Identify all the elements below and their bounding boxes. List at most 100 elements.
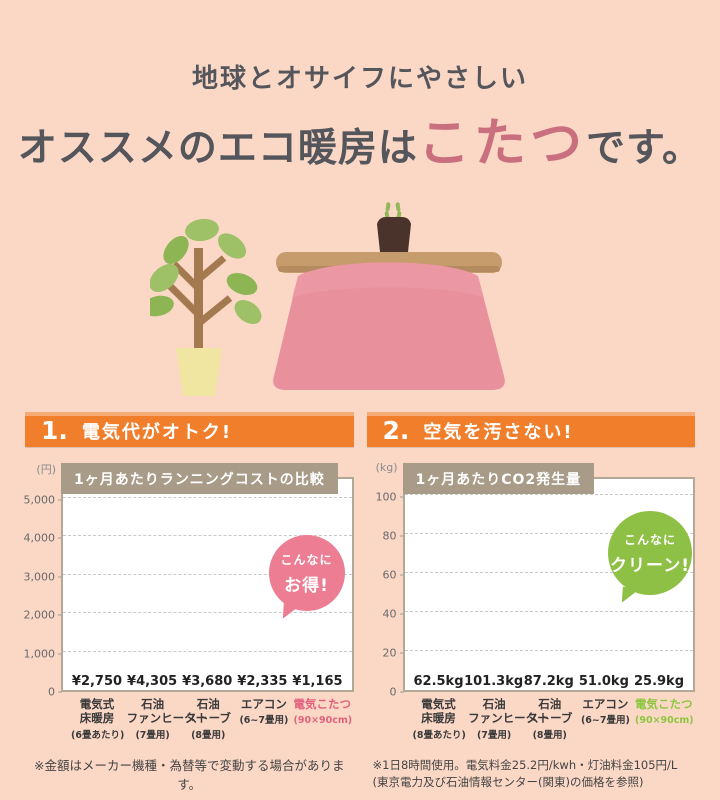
category-label-line: 電気こたつ [293, 697, 352, 711]
chart-title: 1ヶ月あたりCO2発生量 [402, 463, 595, 494]
page-subtitle: 地球とオサイフにやさしい [191, 64, 528, 93]
gridline [404, 649, 693, 651]
bar-group: ¥2,750 [71, 674, 123, 690]
co2-footnote: ※1日8時間使用。電気料金25.2円/kwh・灯油料金105円/L (東京電力及… [367, 757, 696, 792]
badge-line2: お得! [284, 575, 329, 596]
page-header: 地球とオサイフにやさしい オススメのエコ暖房はこたつです。 [0, 0, 720, 176]
y-tick-mark [58, 537, 62, 539]
bar-value-label: 101.3kg [464, 674, 524, 689]
section-2-header: 2. 空気を汚さない! [366, 412, 695, 447]
plant-icon [142, 218, 262, 396]
section-1-number: 1. [41, 416, 68, 445]
category-label: エアコン (6~7畳用) [579, 697, 631, 743]
gridline [63, 573, 352, 575]
category-label-line: 石油 [196, 697, 220, 711]
y-tick-mark [58, 499, 62, 501]
bar-value-label: ¥3,680 [182, 674, 233, 689]
page-title-highlight: こたつ [417, 116, 586, 173]
y-tick-mark [58, 576, 62, 578]
y-tick-mark [58, 653, 62, 655]
y-tick-label: 0 [389, 685, 397, 699]
badge-line2: クリーン! [610, 555, 690, 576]
category-label: 石油 ストーブ (8畳用) [182, 697, 234, 743]
category-size-note: (6~7畳用) [239, 715, 289, 727]
gridline [404, 610, 693, 612]
gridline [63, 612, 352, 614]
y-tick-label: 4,000 [23, 531, 56, 545]
bar-group: 51.0kg [578, 674, 630, 690]
bar-group: ¥1,165 [292, 674, 344, 690]
page-title-post: です。 [585, 127, 703, 170]
page-title: オススメのエコ暖房はこたつです。 [0, 101, 720, 176]
section-2-number: 2. [382, 416, 410, 445]
section-2-heading: 空気を汚さない! [423, 421, 574, 443]
category-label-line: 電気式 [421, 697, 456, 711]
co2-chart: (kg) 100 80 60 40 20 0 1ヶ月あたりCO2発生量 62.5kg 101… [367, 461, 696, 743]
plot-area: 1ヶ月あたりランニングコストの比較 ¥2,750 ¥4,305 ¥3,680 ¥2,3… [61, 463, 354, 692]
bar-group: 62.5kg [413, 674, 465, 690]
gridline [63, 497, 352, 499]
gridline [404, 532, 693, 534]
category-label: 電気式 床暖房 (6畳あたり) [71, 697, 125, 743]
kotatsu-blanket [273, 262, 505, 390]
category-size-note: (8畳用) [532, 729, 567, 741]
bar-group: 25.9kg [633, 674, 685, 690]
category-size-note: (6~7畳用) [580, 715, 630, 727]
category-label-line: 石油 [482, 697, 506, 711]
category-size-note: (7畳用) [476, 729, 512, 741]
bar-group: ¥3,680 [181, 674, 233, 690]
y-tick-label: 2,000 [23, 608, 56, 622]
gridline [404, 493, 693, 495]
y-tick-label: 100 [375, 490, 397, 504]
bar-value-label: ¥1,165 [292, 674, 343, 689]
running-cost-chart: (円) 5,000 4,000 3,000 2,000 1,000 0 1ヶ月あたりランニ… [23, 463, 354, 743]
y-axis-unit: (円) [36, 463, 56, 476]
category-label-line: 電気こたつ [635, 697, 693, 711]
kotatsu-icon [273, 199, 505, 390]
category-label: エアコン (6~7畳用) [238, 697, 290, 743]
teapot-icon [377, 217, 411, 252]
category-label-line: 石油 [141, 697, 165, 711]
x-axis-labels: 電気式 床暖房 (6畳あたり) 石油 ファンヒーター (7畳用) 石油 ストーブ (8畳用) エア… [63, 697, 354, 743]
category-label: 電気式 床暖房 (8畳あたり) [412, 697, 466, 743]
category-label-line: 電気式 [79, 697, 115, 711]
badge-line1: こんなに [623, 532, 676, 547]
gridline [404, 571, 693, 573]
y-tick-label: 20 [382, 646, 397, 660]
bars-container: 62.5kg 101.3kg 87.2kg 51.0kg 25.9kg [405, 479, 694, 690]
co2-footnote-line2: (東京電力及び石油情報センター(関東)の価格を参照) [372, 775, 644, 790]
category-size-note: (6畳あたり) [71, 729, 125, 741]
bars-container: ¥2,750 ¥4,305 ¥3,680 ¥2,335 ¥1,165 [63, 479, 352, 690]
y-tick-label: 1,000 [23, 647, 56, 661]
category-size-note: (8畳あたり) [412, 729, 466, 741]
x-axis-labels: 電気式 床暖房 (8畳あたり) 石油 ファンヒーター (7畳用) 石油 ストーブ (8畳用) エア… [405, 697, 696, 743]
y-axis: (kg) 100 80 60 40 20 0 [367, 461, 404, 699]
bar-value-label: ¥4,305 [127, 674, 178, 689]
clean-badge: こんなに クリーン! [608, 511, 692, 595]
y-tick-label: 3,000 [23, 570, 56, 584]
category-label-line: エアコン [582, 697, 629, 711]
cost-footnote: ※金額はメーカー機種・為替等で変動する場合があります。 [34, 758, 345, 792]
y-tick-mark [399, 574, 404, 576]
y-axis: (円) 5,000 4,000 3,000 2,000 1,000 0 [23, 463, 62, 699]
gridline [63, 535, 352, 537]
badge-line1: こんなに [280, 552, 333, 567]
bar-group: ¥4,305 [126, 674, 178, 690]
steam-icon [384, 199, 391, 220]
category-label-line: ファンヒーター [126, 711, 208, 726]
y-tick-mark [399, 691, 404, 693]
bar-group: 101.3kg [464, 674, 523, 690]
y-tick-label: 80 [382, 529, 397, 543]
bar-group: ¥2,335 [236, 674, 288, 690]
page-title-pre: オススメのエコ暖房は [17, 127, 418, 170]
y-tick-mark [58, 691, 62, 693]
category-size-note: (8畳用) [191, 729, 226, 741]
category-label-line: 床暖房 [421, 711, 456, 726]
kotatsu-illustration [142, 196, 550, 396]
bar-value-label: 25.9kg [633, 674, 685, 689]
y-tick-label: 0 [48, 685, 55, 699]
category-size-note: (90×90cm) [293, 715, 353, 727]
section-co2: 2. 空気を汚さない! (kg) 100 80 60 40 20 0 1ヶ月あたりCO2発… [366, 412, 696, 795]
y-tick-label: 40 [382, 607, 397, 621]
category-label-line: エアコン [240, 697, 287, 711]
